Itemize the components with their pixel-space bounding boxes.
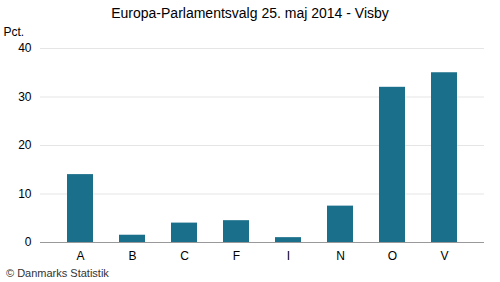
- svg-text:40: 40: [18, 41, 32, 55]
- svg-text:O: O: [388, 249, 397, 263]
- svg-text:I: I: [287, 249, 290, 263]
- svg-text:F: F: [233, 249, 240, 263]
- svg-text:20: 20: [18, 138, 32, 152]
- svg-text:10: 10: [18, 187, 32, 201]
- svg-text:A: A: [76, 249, 84, 263]
- svg-text:B: B: [128, 249, 136, 263]
- svg-text:C: C: [180, 249, 189, 263]
- svg-text:N: N: [336, 249, 345, 263]
- svg-text:30: 30: [18, 90, 32, 104]
- html-text:© Danmarks Statistik: © Danmarks Statistik: [6, 267, 109, 279]
- html-text:Europa-Parlamentsvalg 25. maj: Europa-Parlamentsvalg 25. maj 2014 - Vis…: [111, 5, 389, 21]
- svg-text:Pct.: Pct.: [4, 25, 25, 39]
- svg-text:V: V: [440, 249, 448, 263]
- svg-text:0: 0: [25, 235, 32, 249]
